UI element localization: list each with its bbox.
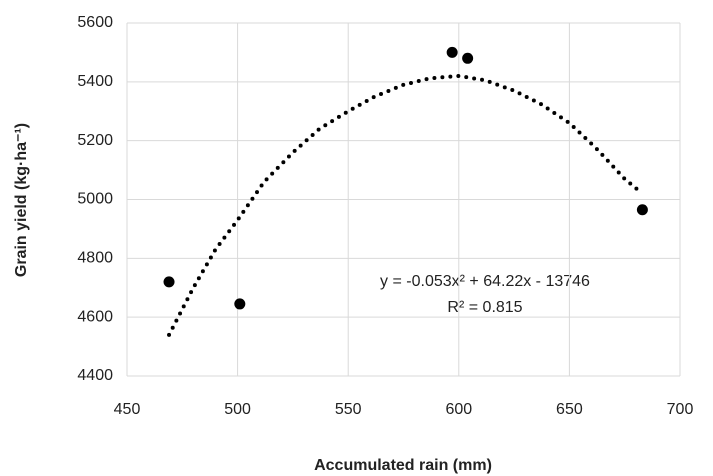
x-tick-label: 600 <box>445 401 472 418</box>
x-tick-label: 700 <box>667 401 694 418</box>
y-axis-title: Grain yield (kg·ha⁻¹) <box>13 123 30 277</box>
x-tick-label: 450 <box>114 401 141 418</box>
data-point <box>636 204 648 216</box>
data-point <box>446 46 458 58</box>
equation-label: y = -0.053x² + 64.22x - 13746 <box>380 273 590 290</box>
data-point <box>462 52 474 64</box>
x-tick-label: 650 <box>556 401 583 418</box>
y-tick-label: 4400 <box>77 367 113 384</box>
y-tick-label: 5400 <box>77 73 113 90</box>
trendline <box>167 73 645 337</box>
data-point <box>234 298 246 310</box>
x-tick-label: 500 <box>224 401 251 418</box>
y-tick-label: 4800 <box>77 250 113 267</box>
y-tick-label: 5600 <box>77 14 113 31</box>
y-tick-label: 5000 <box>77 191 113 208</box>
y-tick-label: 5200 <box>77 132 113 149</box>
x-axis-title: Accumulated rain (mm) <box>314 457 492 474</box>
data-point <box>163 276 175 288</box>
r-squared-label: R² = 0.815 <box>447 299 522 316</box>
x-tick-label: 550 <box>335 401 362 418</box>
y-tick-label: 4600 <box>77 308 113 325</box>
